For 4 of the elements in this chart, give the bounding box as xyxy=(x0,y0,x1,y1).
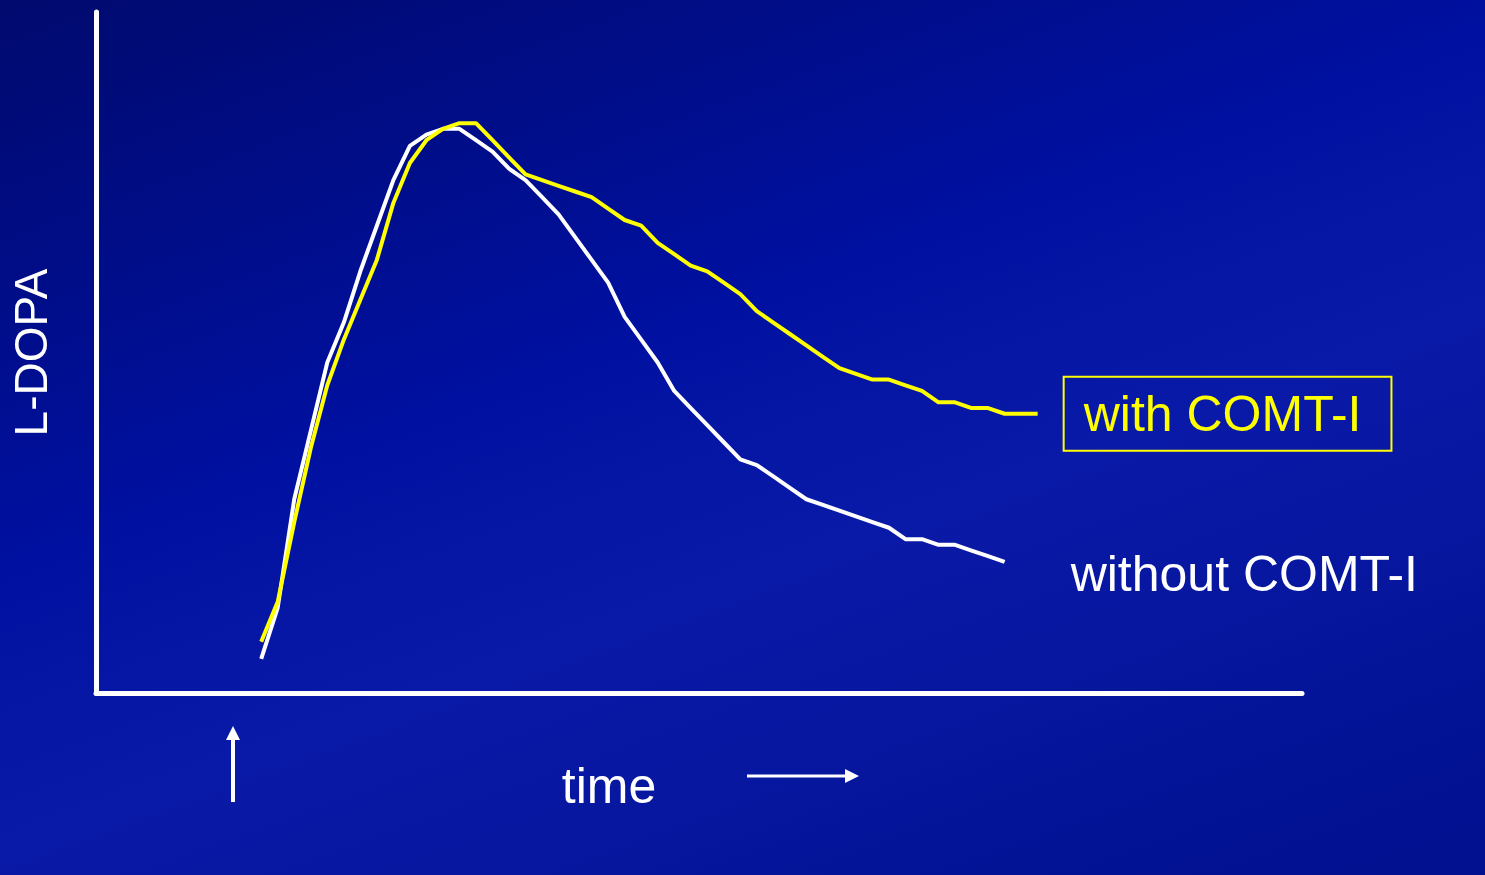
series-label: without COMT-I xyxy=(1069,545,1418,602)
x-axis-title: time xyxy=(561,758,657,814)
y-axis-title: L-DOPA xyxy=(5,268,57,437)
series-label: with COMT-I xyxy=(1082,385,1362,442)
